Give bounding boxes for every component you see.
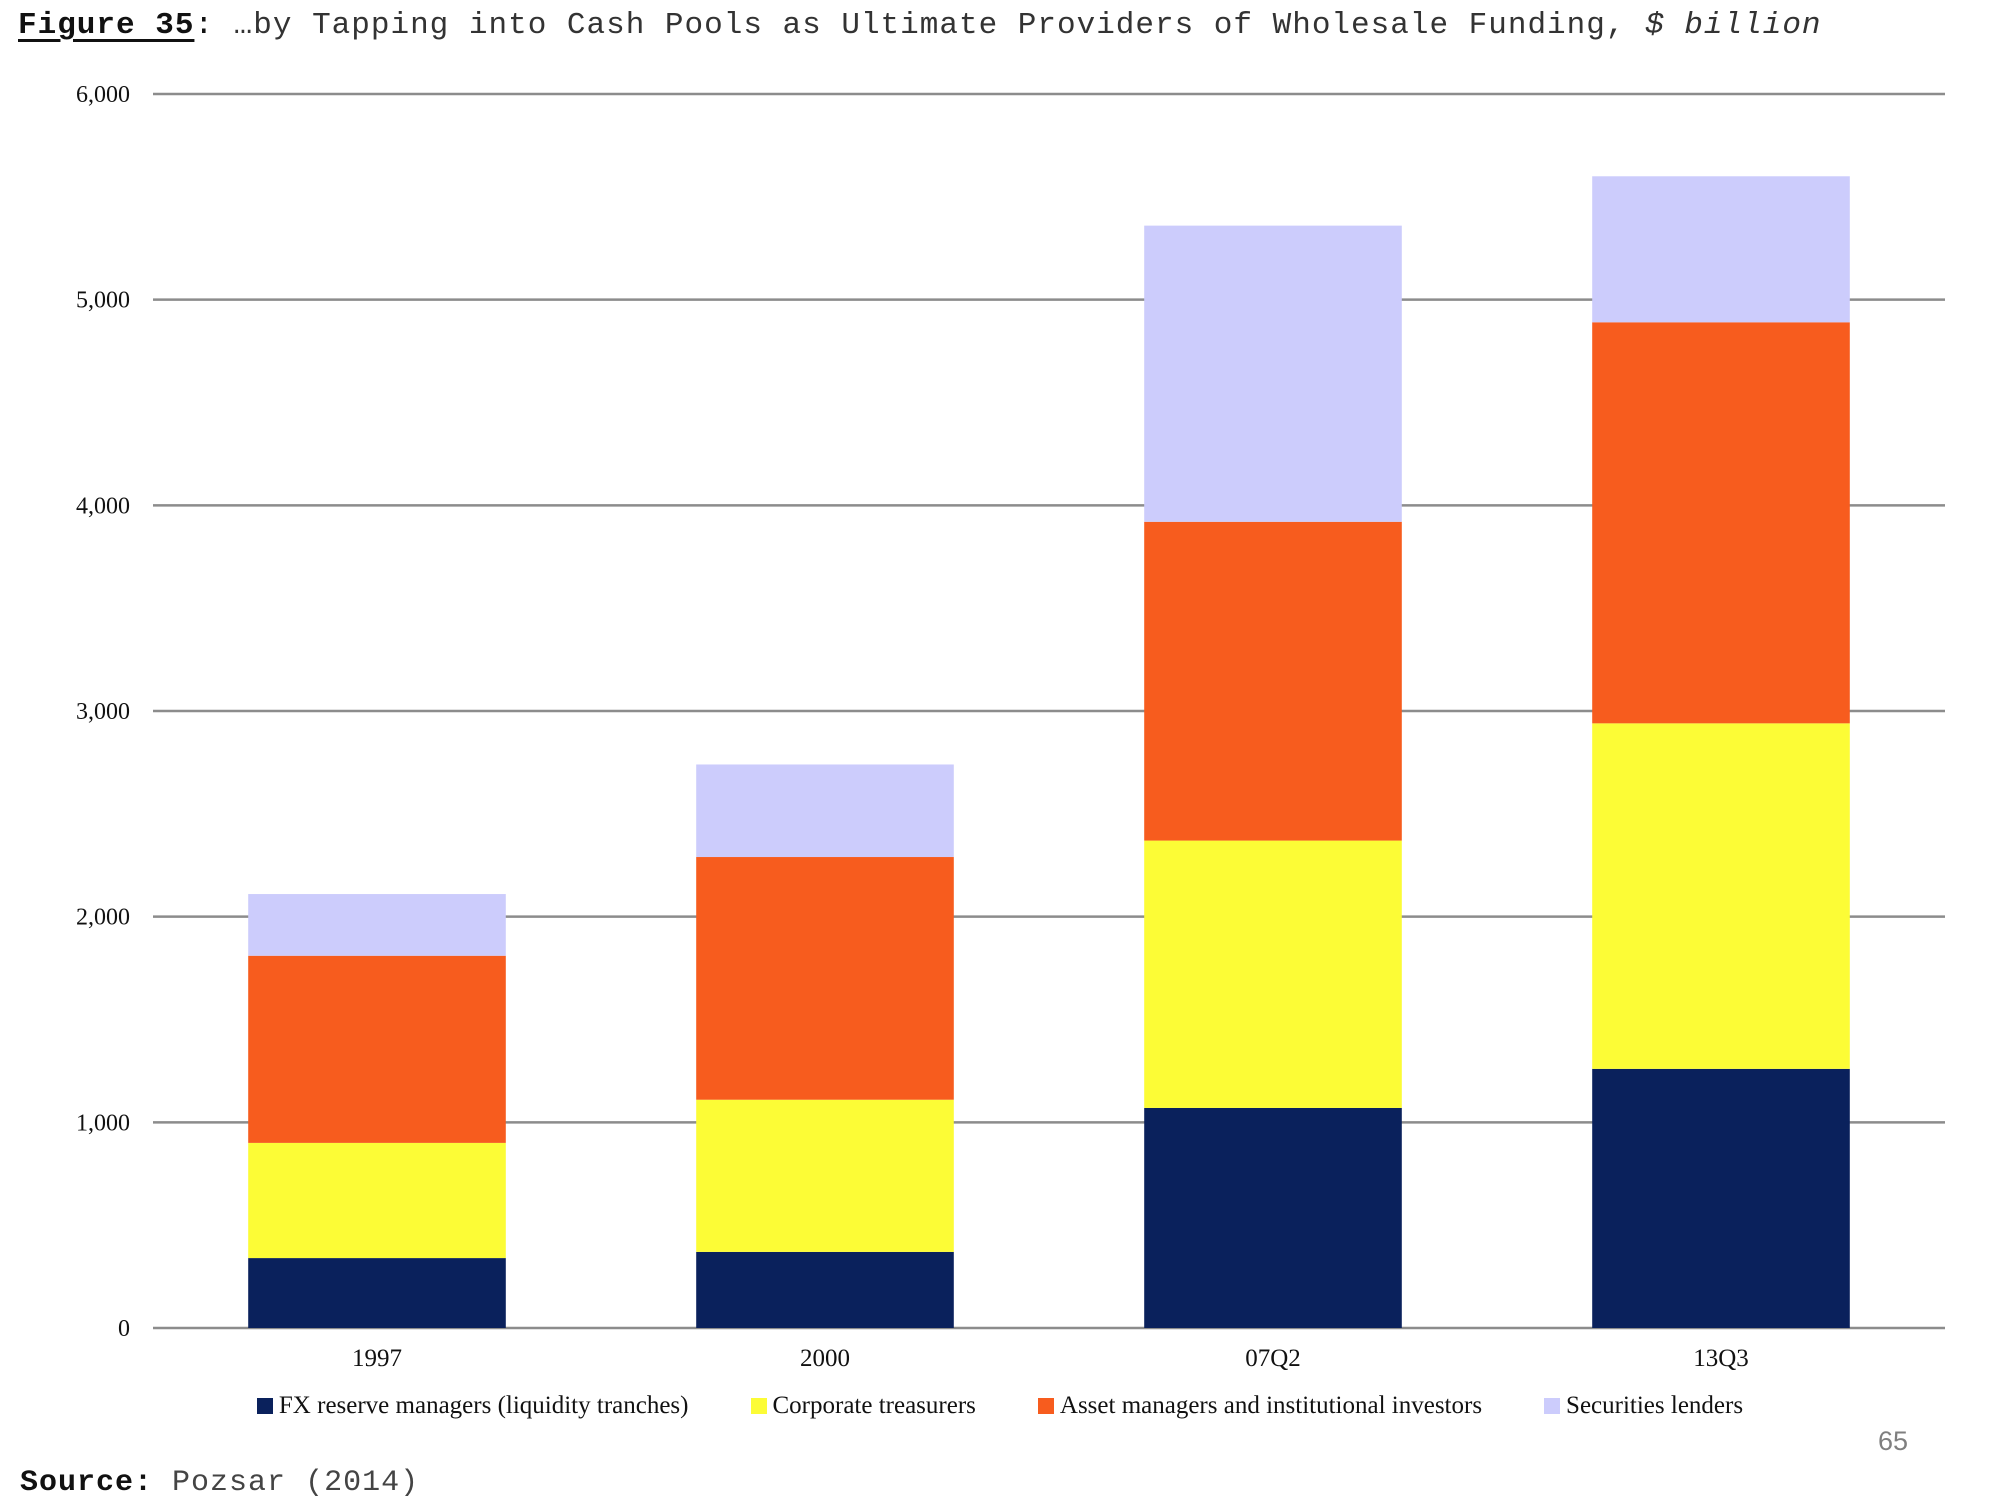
bar-segment (1592, 322, 1850, 724)
bar-segment (248, 1142, 506, 1259)
title-colon: : (194, 8, 234, 43)
legend-label: Corporate treasurers (772, 1392, 976, 1419)
bars (248, 176, 1850, 1328)
source-label: Source: (20, 1466, 154, 1500)
y-tick-label: 0 (118, 1316, 130, 1342)
legend-label: Asset managers and institutional investo… (1059, 1392, 1483, 1419)
source-note: Source: Pozsar (2014) (20, 1466, 419, 1500)
legend-swatch (1544, 1398, 1561, 1414)
y-axis-ticks: 0 1,000 2,000 3,000 4,000 5,000 6,000 (76, 82, 130, 1342)
y-tick-label: 2,000 (76, 905, 130, 931)
x-axis-ticks: 1997 2000 07Q2 13Q3 (352, 1345, 1749, 1372)
y-tick-label: 3,000 (76, 699, 130, 725)
chart-title: Figure 35: …by Tapping into Cash Pools a… (18, 8, 1822, 43)
bar-segment (1144, 521, 1402, 841)
page-number: 65 (1877, 1426, 1908, 1456)
bar-segment (1592, 1068, 1850, 1328)
y-tick-label: 5,000 (76, 288, 130, 314)
bar-segment (1144, 840, 1402, 1108)
figure-label: Figure 35 (18, 8, 195, 43)
y-tick-label: 4,000 (76, 493, 130, 519)
legend-label: Securities lenders (1566, 1392, 1744, 1419)
bar-segment (1144, 225, 1402, 522)
title-unit: $ billion (1645, 8, 1822, 43)
stacked-bar-chart: 0 1,000 2,000 3,000 4,000 5,000 6,000 1997 2000… (76, 82, 1945, 1372)
legend-label: FX reserve managers (liquidity tranches) (278, 1392, 689, 1419)
source-value: Pozsar (2014) (172, 1466, 420, 1500)
legend: FX reserve managers (liquidity tranches)… (0, 1392, 2000, 1420)
x-tick-label: 13Q3 (1693, 1345, 1749, 1372)
legend-swatch (750, 1398, 767, 1414)
legend-item: Asset managers and institutional investo… (1037, 1392, 1483, 1420)
legend-item: Corporate treasurers (750, 1392, 976, 1420)
title-text: …by Tapping into Cash Pools as Ultimate … (233, 8, 1626, 43)
bar-segment (1592, 176, 1850, 323)
bar-segment (1592, 723, 1850, 1069)
bar-segment (696, 857, 954, 1100)
legend-swatch (256, 1398, 273, 1414)
legend-item: FX reserve managers (liquidity tranches) (256, 1392, 689, 1420)
x-tick-label: 1997 (352, 1345, 402, 1372)
bar-segment (696, 1099, 954, 1252)
bar-segment (248, 955, 506, 1143)
bar-segment (248, 1258, 506, 1328)
x-tick-label: 07Q2 (1245, 1345, 1301, 1372)
legend-item: Securities lenders (1544, 1392, 1743, 1420)
bar-segment (1144, 1107, 1402, 1328)
bar-segment (696, 764, 954, 858)
bar-segment (696, 1251, 954, 1328)
y-tick-label: 6,000 (76, 82, 130, 108)
legend-swatch (1037, 1398, 1054, 1414)
y-tick-label: 1,000 (76, 1110, 130, 1136)
bar-segment (248, 894, 506, 956)
x-tick-label: 2000 (800, 1345, 850, 1372)
